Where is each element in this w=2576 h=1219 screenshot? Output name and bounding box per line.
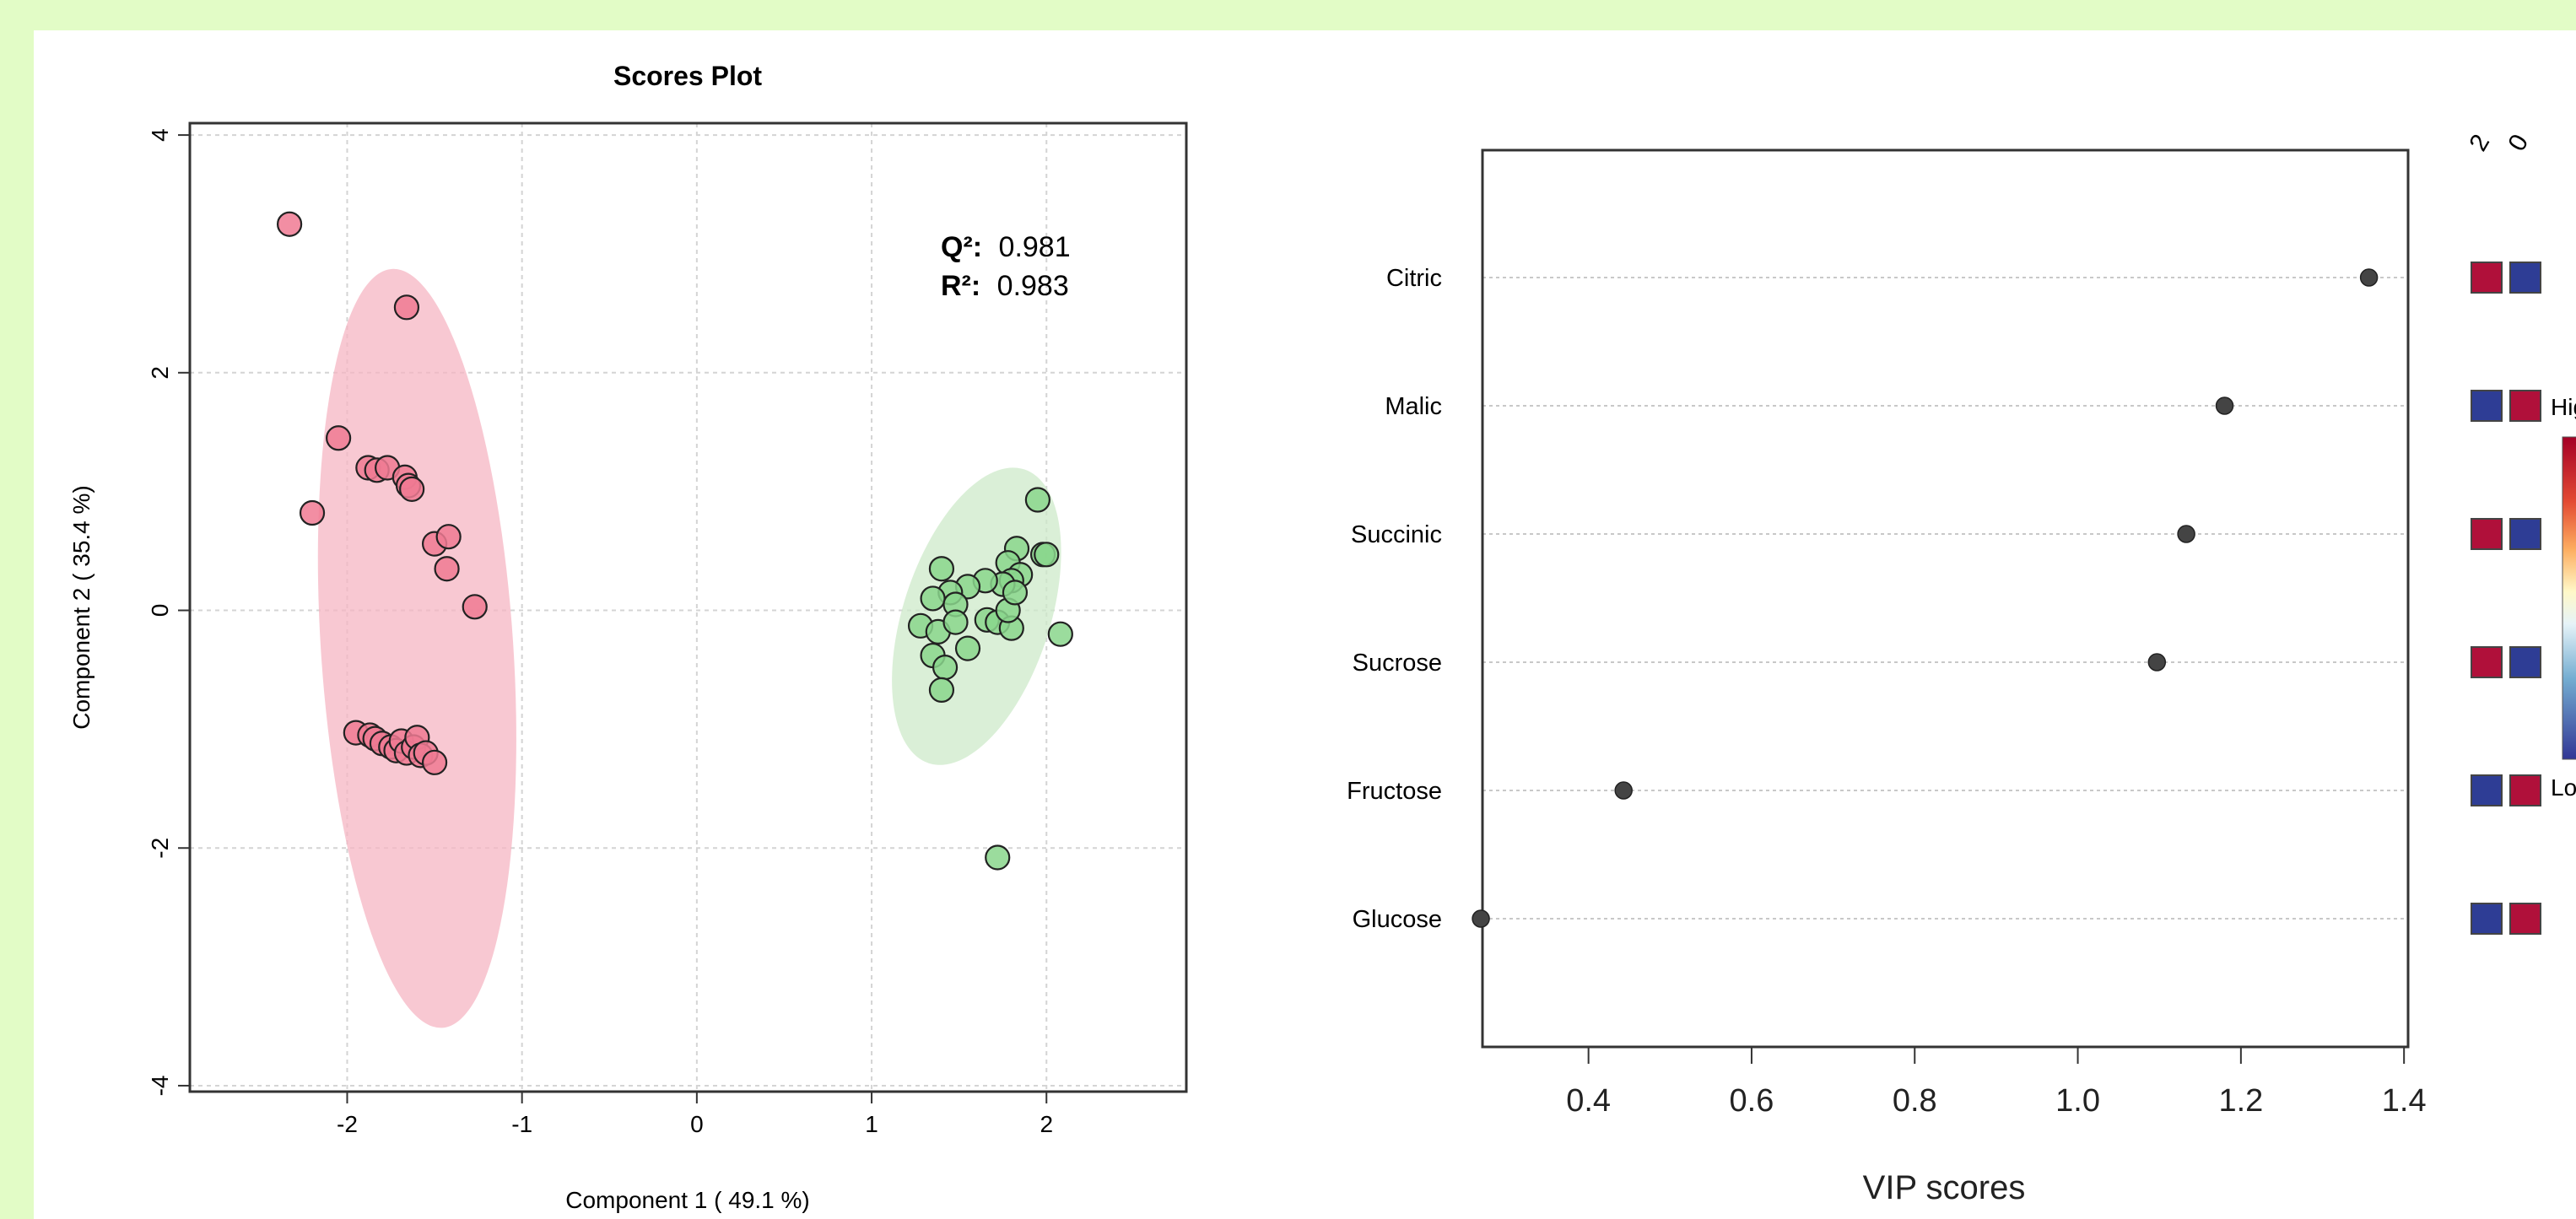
score-point-g0-1 bbox=[393, 294, 420, 321]
vip-point-citric bbox=[2359, 268, 2379, 287]
vip-xtick-label-3: 1.0 bbox=[2055, 1083, 2100, 1119]
score-point-g1-25 bbox=[1002, 580, 1029, 606]
score-point-g1-0 bbox=[985, 844, 1011, 871]
score-point-g1-12 bbox=[920, 585, 946, 612]
vip-xtick-label-4: 1.2 bbox=[2218, 1083, 2263, 1119]
scores-ytick-label-1: -2 bbox=[147, 838, 173, 859]
scores-xtick-label-2: 0 bbox=[690, 1111, 704, 1137]
vip-category-label-3: Sucrose bbox=[1353, 650, 1442, 677]
vip-point-fructose bbox=[1614, 781, 1633, 800]
heat-cell-3-1 bbox=[2509, 646, 2541, 678]
score-point-g1-20 bbox=[954, 635, 981, 661]
vip-category-label-2: Succinic bbox=[1351, 521, 1442, 548]
r2-value: 0.983 bbox=[997, 270, 1069, 302]
scores-xtick-label-4: 2 bbox=[1040, 1111, 1053, 1137]
model-stats: Q²: 0.981 R²: 0.983 bbox=[941, 231, 1071, 302]
score-point-g0-11 bbox=[435, 524, 462, 550]
heat-cell-2-0 bbox=[2471, 518, 2503, 550]
score-point-g0-3 bbox=[299, 499, 326, 526]
q2-label: Q²: bbox=[941, 231, 982, 263]
heat-group-label-0: 2 bbox=[2464, 130, 2495, 156]
heat-cell-1-0 bbox=[2471, 390, 2503, 422]
scores-title: Scores Plot bbox=[613, 61, 762, 91]
score-point-g1-11 bbox=[928, 556, 955, 582]
vip-point-malic bbox=[2215, 396, 2234, 415]
score-point-g0-26 bbox=[421, 749, 448, 775]
score-point-g1-27 bbox=[1034, 542, 1060, 568]
heat-cell-2-1 bbox=[2509, 518, 2541, 550]
score-point-g0-13 bbox=[462, 594, 488, 620]
vip-xtick-label-2: 0.8 bbox=[1893, 1083, 1937, 1119]
heat-cell-5-0 bbox=[2471, 903, 2503, 935]
scores-xtick-label-1: -1 bbox=[511, 1111, 532, 1137]
heat-cell-0-1 bbox=[2509, 262, 2541, 294]
vip-plot-frame bbox=[1481, 148, 2410, 1049]
score-point-g1-16 bbox=[942, 609, 969, 635]
heat-cell-5-1 bbox=[2509, 903, 2541, 935]
vip-xtick-label-1: 0.6 bbox=[1730, 1083, 1774, 1119]
scores-xtick-label-0: -2 bbox=[337, 1111, 358, 1137]
scores-xlabel: Component 1 ( 49.1 %) bbox=[565, 1187, 810, 1213]
colorbar-low-label: Low bbox=[2551, 774, 2576, 801]
vip-xtick-label-5: 1.4 bbox=[2382, 1083, 2427, 1119]
heat-group-label-1: 0 bbox=[2503, 130, 2534, 156]
r2-label: R²: bbox=[941, 270, 980, 302]
score-point-g0-2 bbox=[326, 425, 352, 451]
scores-ytick-label-3: 2 bbox=[147, 366, 173, 380]
vip-category-label-0: Citric bbox=[1386, 265, 1442, 292]
vip-xtick-label-0: 0.4 bbox=[1566, 1083, 1611, 1119]
scores-ytick-label-2: 0 bbox=[147, 604, 173, 618]
vip-point-sucrose bbox=[2147, 653, 2167, 672]
score-point-g1-2 bbox=[1047, 621, 1073, 647]
score-point-g0-9 bbox=[399, 476, 425, 502]
scores-plot-frame bbox=[188, 121, 1188, 1093]
q2-value: 0.981 bbox=[999, 231, 1071, 263]
heat-cell-1-1 bbox=[2509, 390, 2541, 422]
score-point-g1-18 bbox=[932, 655, 959, 681]
svg-text:R²: 0.983: R²: 0.983 bbox=[941, 270, 1069, 302]
scores-ytick-label-4: 4 bbox=[147, 128, 173, 142]
heat-cell-4-1 bbox=[2509, 774, 2541, 806]
score-point-g1-1 bbox=[1024, 487, 1050, 513]
colorbar-gradient bbox=[2562, 436, 2576, 760]
vip-point-succinic bbox=[2177, 525, 2195, 543]
svg-text:Q²: 0.981: Q²: 0.981 bbox=[941, 231, 1071, 263]
score-point-g0-12 bbox=[434, 556, 460, 582]
scores-ylabel: Component 2 ( 35.4 %) bbox=[68, 485, 95, 730]
vip-category-label-1: Malic bbox=[1385, 393, 1442, 420]
score-point-g0-0 bbox=[277, 211, 303, 237]
vip-category-label-4: Fructose bbox=[1347, 778, 1442, 805]
figure-panel: Scores Plot -2 -1 0 1 2 -4 -2 0 2 4 Component 1 (… bbox=[34, 30, 2576, 1219]
vip-xlabel: VIP scores bbox=[1863, 1169, 2026, 1206]
confidence-ellipse-0 bbox=[317, 268, 516, 1028]
heat-cell-4-0 bbox=[2471, 774, 2503, 806]
score-point-g1-19 bbox=[928, 677, 955, 703]
vip-category-label-5: Glucose bbox=[1353, 906, 1442, 933]
vip-point-glucose bbox=[1472, 909, 1490, 928]
colorbar: High Low bbox=[2551, 394, 2576, 801]
colorbar-high-label: High bbox=[2551, 394, 2576, 420]
heat-cell-3-0 bbox=[2471, 646, 2503, 678]
scores-xtick-label-3: 1 bbox=[865, 1111, 878, 1137]
heat-cell-0-0 bbox=[2471, 262, 2503, 294]
scores-ytick-label-0: -4 bbox=[147, 1076, 173, 1097]
